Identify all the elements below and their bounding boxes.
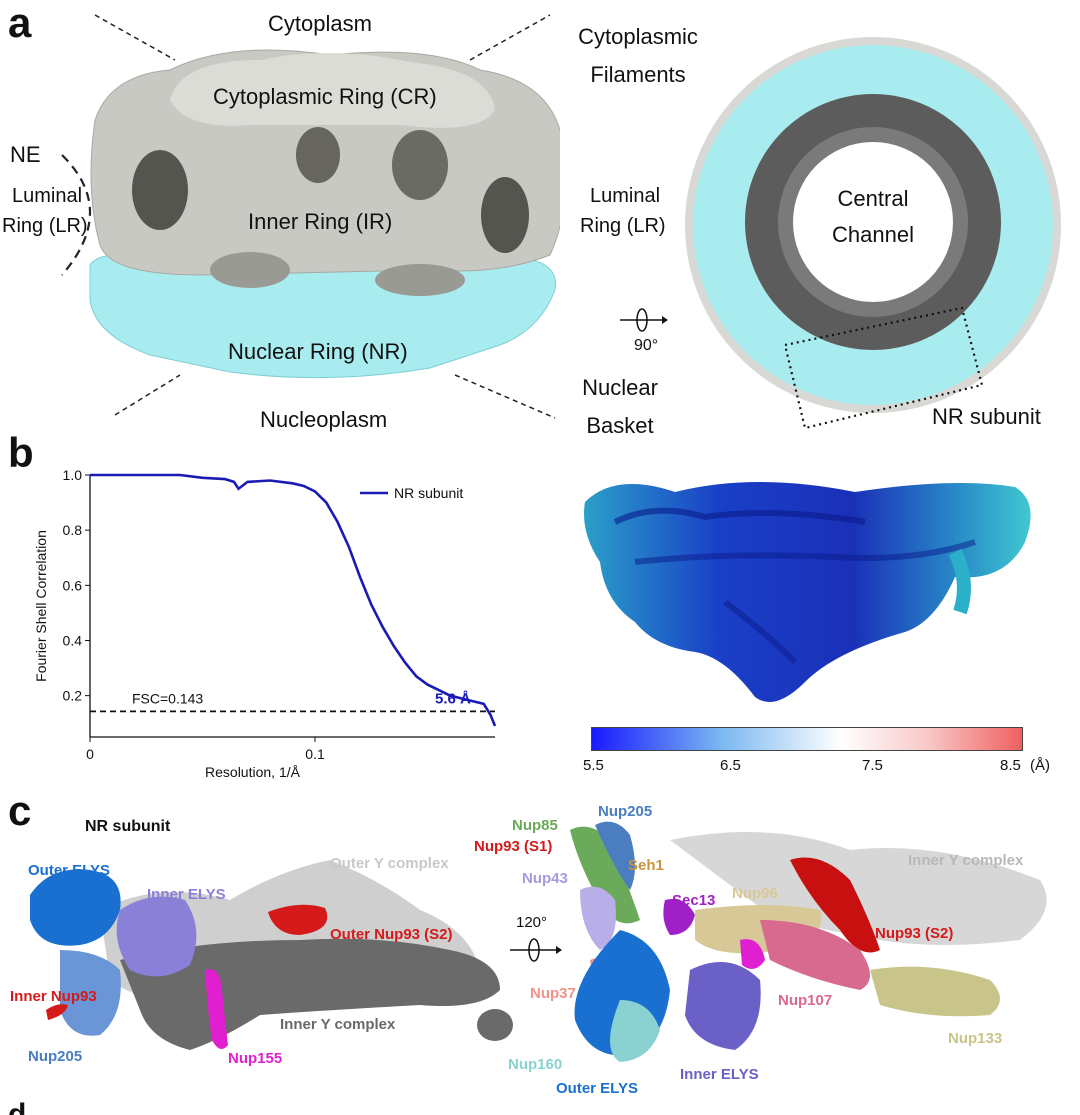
- label-inner-y-complex-right: Inner Y complex: [908, 852, 1024, 869]
- label-inner-y-complex-left: Inner Y complex: [280, 1016, 396, 1033]
- rotation-90-label: 90°: [634, 337, 659, 354]
- rotation-arrow-120-icon: [510, 938, 562, 962]
- label-inner-elys-right: Inner ELYS: [680, 1066, 759, 1083]
- label-nup93-s1: Nup93 (S1): [474, 838, 553, 855]
- nr-subunit-label-c: NR subunit: [85, 818, 171, 835]
- panel-letter-a: a: [8, 0, 32, 46]
- central-channel-label: Central Channel: [803, 186, 943, 248]
- x-tick-label: 0: [86, 746, 94, 762]
- nucleoplasm-label: Nucleoplasm: [260, 407, 388, 432]
- colorbar-tick-6.5: 6.5: [720, 757, 741, 774]
- colorbar: [591, 727, 1023, 751]
- label-nup85: Nup85: [512, 817, 558, 834]
- label-inner-nup93-left: Inner Nup93: [10, 988, 97, 1005]
- y-tick-label: 0.6: [63, 577, 83, 593]
- y-tick-label: 0.2: [63, 688, 83, 704]
- panel-letter-d-fragment: d: [8, 1100, 26, 1115]
- central-channel-line2: Channel: [832, 222, 914, 248]
- nuclear-ring-label: Nuclear Ring (NR): [228, 339, 408, 364]
- cytoplasm-label: Cytoplasm: [268, 11, 372, 36]
- luminal-ring-left-line2: Ring (LR): [2, 215, 88, 237]
- colorbar-unit: (Å): [1030, 757, 1050, 774]
- y-tick-label: 0.4: [63, 632, 83, 648]
- rotation-120-label: 120°: [516, 914, 548, 931]
- panel-a-top-view: [685, 37, 1061, 430]
- y-tick-label: 0.8: [63, 522, 83, 538]
- fsc-series-line-0: [90, 473, 497, 727]
- label-nup43: Nup43: [522, 870, 568, 887]
- x-axis-label: Resolution, 1/Å: [205, 764, 301, 780]
- panel-a-side-view: [61, 14, 560, 419]
- label-inner-elys-left: Inner ELYS: [147, 886, 226, 903]
- fsc-marks: FSC=0.143 NR subunit 5.6 Å: [90, 473, 497, 727]
- nuclear-basket-line2: Basket: [586, 413, 654, 439]
- label-nup37: Nup37: [530, 985, 576, 1002]
- fsc-threshold-label: FSC=0.143: [132, 690, 203, 706]
- luminal-ring-right-line1: Luminal: [590, 185, 661, 207]
- rotation-arrow-90-icon: [620, 308, 668, 332]
- label-nup205-left: Nup205: [28, 1048, 83, 1065]
- luminal-ring-left-line1: Luminal: [12, 185, 83, 207]
- colorbar-tick-7.5: 7.5: [862, 757, 883, 774]
- nuclear-basket-line1: Nuclear: [582, 375, 658, 400]
- y-tick-label: 1.0: [63, 467, 83, 483]
- label-nup107: Nup107: [778, 992, 833, 1009]
- cytoplasmic-ring-label: Cytoplasmic Ring (CR): [213, 84, 437, 109]
- local-resolution-map: [584, 482, 1031, 702]
- panel-c-surface-model: [30, 860, 513, 1050]
- label-seh1: Seh1: [628, 857, 664, 874]
- cytoplasmic-filaments-line1: Cytoplasmic: [578, 24, 698, 49]
- label-nup160: Nup160: [508, 1056, 563, 1073]
- cytoplasmic-filaments-label: Cytoplasmic Filaments: [558, 24, 718, 88]
- ne-label: NE: [10, 142, 41, 167]
- nr-subunit-label-a: NR subunit: [932, 404, 1041, 429]
- luminal-ring-right-line2: Ring (LR): [580, 215, 666, 237]
- central-channel-line1: Central: [837, 186, 909, 211]
- label-nup155-left: Nup155: [228, 1050, 283, 1067]
- nuclear-basket-label: Nuclear Basket: [570, 375, 670, 439]
- panel-letter-b: b: [8, 429, 34, 476]
- x-tick-label: 0.1: [305, 746, 325, 762]
- luminal-ring-left-label: Luminal Ring (LR): [2, 185, 88, 237]
- label-nup93-s2: Nup93 (S2): [875, 925, 954, 942]
- luminal-ring-right-label: Luminal Ring (LR): [580, 185, 666, 237]
- legend-label: NR subunit: [394, 485, 463, 501]
- panel-c-cartoon-model: [570, 821, 1047, 1062]
- label-outer-elys-left: Outer ELYS: [28, 862, 110, 879]
- inner-ring-label: Inner Ring (IR): [248, 209, 393, 234]
- label-nup133: Nup133: [948, 1030, 1003, 1047]
- label-outer-y-complex-left: Outer Y complex: [330, 855, 449, 872]
- resolution-label: 5.6 Å: [435, 690, 471, 707]
- y-axis-label: Fourier Shell Correlation: [33, 530, 49, 682]
- label-outer-elys-right: Outer ELYS: [556, 1080, 638, 1097]
- label-nup205-right: Nup205: [598, 803, 653, 820]
- colorbar-tick-8.5: 8.5: [1000, 757, 1021, 774]
- label-outer-nup93-left: Outer Nup93 (S2): [330, 926, 453, 943]
- colorbar-tick-5.5: 5.5: [583, 757, 604, 774]
- cytoplasmic-filaments-line2: Filaments: [590, 62, 686, 88]
- label-sec13: Sec13: [672, 892, 716, 909]
- panel-letter-c: c: [8, 787, 32, 834]
- label-nup96: Nup96: [732, 885, 778, 902]
